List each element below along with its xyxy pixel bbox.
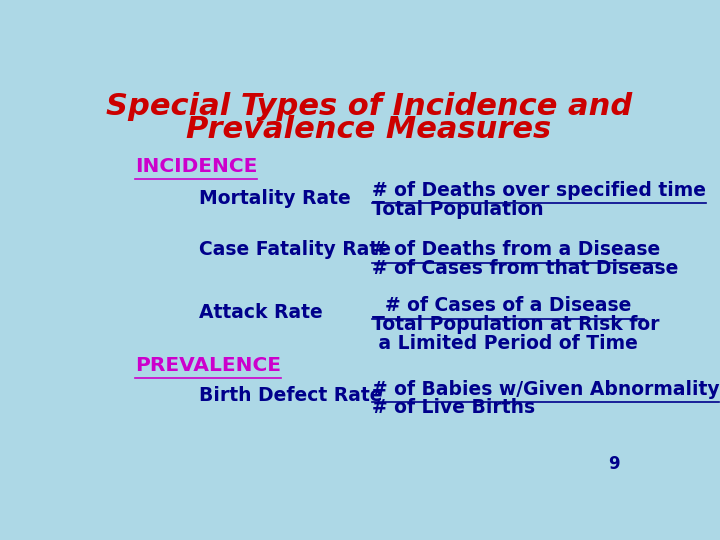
Text: # of Deaths from a Disease: # of Deaths from a Disease	[372, 240, 660, 259]
Text: Mortality Rate: Mortality Rate	[199, 189, 351, 208]
Text: INCIDENCE: INCIDENCE	[135, 157, 257, 176]
Text: Special Types of Incidence and: Special Types of Incidence and	[106, 92, 632, 121]
Text: Prevalence Measures: Prevalence Measures	[186, 114, 552, 144]
Text: # of Babies w/Given Abnormality: # of Babies w/Given Abnormality	[372, 380, 719, 399]
Text: 9: 9	[608, 455, 620, 473]
Text: Birth Defect Rate: Birth Defect Rate	[199, 386, 382, 405]
Text: Case Fatality Rate: Case Fatality Rate	[199, 240, 391, 259]
Text: Attack Rate: Attack Rate	[199, 303, 323, 322]
Text: Total Population: Total Population	[372, 200, 544, 219]
Text: # of Cases from that Disease: # of Cases from that Disease	[372, 259, 678, 278]
Text: # of Cases of a Disease: # of Cases of a Disease	[372, 296, 644, 315]
Text: a Limited Period of Time: a Limited Period of Time	[372, 334, 638, 353]
Text: PREVALENCE: PREVALENCE	[135, 355, 281, 375]
Text: # of Deaths over specified time: # of Deaths over specified time	[372, 181, 706, 200]
Text: Total Population at Risk for: Total Population at Risk for	[372, 315, 660, 334]
Text: # of Live Births: # of Live Births	[372, 399, 535, 417]
